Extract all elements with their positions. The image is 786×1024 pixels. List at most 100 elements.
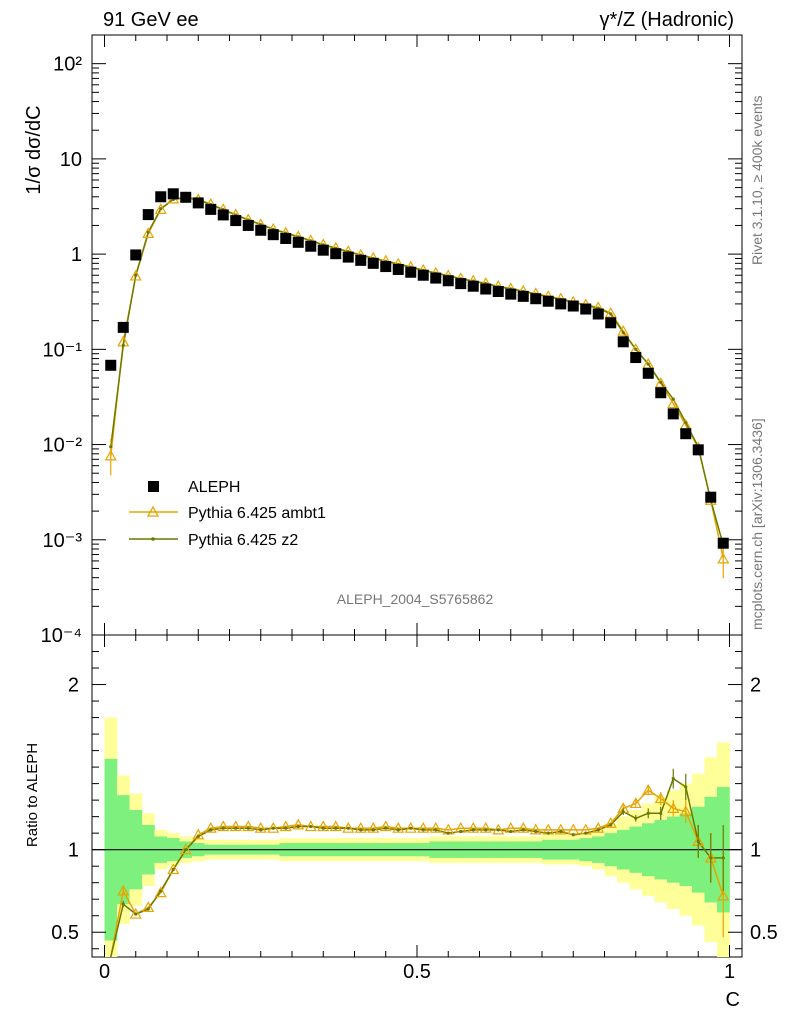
- ambt1-ratio-marker: [154, 886, 167, 898]
- z2-ratio-marker: [546, 831, 550, 835]
- aleph-marker: [705, 491, 717, 503]
- z2-ratio-marker: [496, 828, 500, 832]
- ambt1-ratio-marker: [629, 797, 642, 809]
- ambt1-ratio-marker: [129, 907, 142, 919]
- aleph-marker: [242, 219, 254, 231]
- z2-ratio-marker: [534, 829, 538, 834]
- legend-label-ambt1: Pythia 6.425 ambt1: [188, 505, 326, 522]
- mcplots-label: mcplots.cern.ch [arXiv:1306.3436]: [749, 418, 765, 630]
- z2-marker: [659, 380, 663, 384]
- ambt1-ratio-marker: [517, 821, 530, 833]
- z2-marker: [609, 312, 613, 316]
- z2-ratio-marker: [584, 831, 588, 835]
- y-tick-label-main: 10²: [53, 54, 82, 76]
- ambt1-ratio-marker: [392, 821, 405, 833]
- z2-ratio-marker: [721, 856, 725, 860]
- aleph-marker: [655, 387, 667, 399]
- ambt1-ratio-marker: [292, 818, 305, 830]
- aleph-marker: [342, 251, 354, 263]
- ambt1-ratio-marker: [654, 792, 667, 804]
- ambt1-ratio-marker: [317, 820, 330, 832]
- main-plot-series: [104, 188, 730, 579]
- z2-ratio-marker: [296, 824, 300, 829]
- ambt1-ratio-marker: [404, 821, 417, 833]
- y-tick-label-main: 10⁻⁴: [41, 625, 82, 647]
- aleph-marker: [467, 280, 479, 292]
- z2-ratio-marker: [671, 777, 675, 781]
- ambt1-ratio-marker: [304, 820, 317, 832]
- y-tick-label-main: 10⁻¹: [43, 339, 83, 361]
- ambt1-ratio-marker: [592, 821, 605, 833]
- legend-label-z2: Pythia 6.425 z2: [188, 532, 298, 549]
- z2-ratio-marker: [221, 826, 225, 830]
- aleph-marker: [130, 249, 142, 261]
- z2-ratio-marker: [396, 828, 400, 832]
- aleph-marker: [592, 308, 604, 320]
- aleph-marker: [680, 428, 692, 440]
- ambt1-ratio-marker: [279, 820, 292, 832]
- ambt1-ratio-marker: [329, 820, 342, 832]
- ambt1-ratio-marker: [379, 820, 392, 832]
- y-tick-label-main: 1: [71, 244, 82, 266]
- z2-ratio-marker: [659, 811, 663, 815]
- z2-ratio-marker: [484, 828, 488, 832]
- aleph-marker: [392, 263, 404, 275]
- ambt1-ratio-marker: [492, 823, 505, 835]
- ambt1-ratio-marker: [367, 821, 380, 833]
- aleph-marker: [430, 272, 442, 284]
- z2-ratio-marker: [621, 810, 625, 814]
- legend-marker-ambt1: [146, 505, 160, 517]
- z2-ratio-marker: [371, 828, 375, 832]
- aleph-marker: [542, 295, 554, 307]
- z2-ratio-marker: [321, 826, 325, 830]
- z2-marker: [109, 445, 113, 449]
- aleph-marker: [605, 317, 617, 329]
- z2-ratio-marker: [509, 829, 513, 834]
- ratio-uncertainty-bands: [92, 717, 742, 957]
- ambt1-marker: [604, 306, 617, 318]
- legend-label-aleph: ALEPH: [188, 479, 240, 496]
- aleph-marker: [530, 293, 542, 305]
- z2-ratio-marker: [121, 902, 125, 906]
- z2-marker: [684, 421, 688, 425]
- aleph-marker: [455, 278, 467, 290]
- ambt1-ratio-marker: [604, 817, 617, 828]
- aleph-marker: [617, 336, 629, 348]
- ambt1-ratio-marker: [429, 821, 442, 833]
- ambt1-ratio-marker: [679, 805, 692, 817]
- z2-ratio-marker: [209, 828, 213, 832]
- aleph-marker: [667, 408, 679, 420]
- main-y-axis-title: 1/σ dσ/dC: [23, 105, 45, 194]
- z2-marker: [146, 230, 150, 234]
- z2-ratio-marker: [646, 811, 650, 815]
- z2-ratio-marker: [196, 834, 200, 839]
- z2-ratio-marker: [421, 828, 425, 832]
- z2-marker: [671, 397, 675, 401]
- z2-marker: [621, 330, 625, 335]
- z2-ratio-marker: [334, 826, 338, 830]
- ambt1-ratio-marker: [554, 823, 567, 835]
- aleph-marker: [580, 303, 592, 315]
- y-tick-label-main: 10: [60, 149, 82, 171]
- aleph-marker: [642, 367, 654, 379]
- z2-ratio-marker: [571, 833, 575, 837]
- aleph-marker: [217, 209, 229, 221]
- aleph-marker: [317, 244, 329, 256]
- z2-ratio-marker: [346, 826, 350, 830]
- aleph-marker: [155, 191, 167, 203]
- ambt1-ratio-marker: [167, 863, 180, 875]
- ambt1-marker: [717, 552, 730, 564]
- y-tick-label-ratio-left: 1: [68, 840, 79, 862]
- ambt1-ratio-marker: [254, 821, 267, 833]
- z2-ratio-line: [110, 777, 724, 958]
- x-tick-label: 1: [724, 961, 735, 983]
- legend: ALEPH Pythia 6.425 ambt1 Pythia 6.425 z2: [129, 479, 326, 549]
- ambt1-ratio-marker: [529, 823, 542, 835]
- z2-marker: [121, 343, 125, 347]
- z2-ratio-marker: [284, 826, 288, 830]
- rivet-version-label: Rivet 3.1.10, ≥ 400k events: [749, 95, 765, 265]
- z2-ratio-marker: [609, 823, 613, 827]
- ambt1-ratio-marker: [117, 884, 130, 896]
- x-tick-label: 0: [99, 961, 110, 983]
